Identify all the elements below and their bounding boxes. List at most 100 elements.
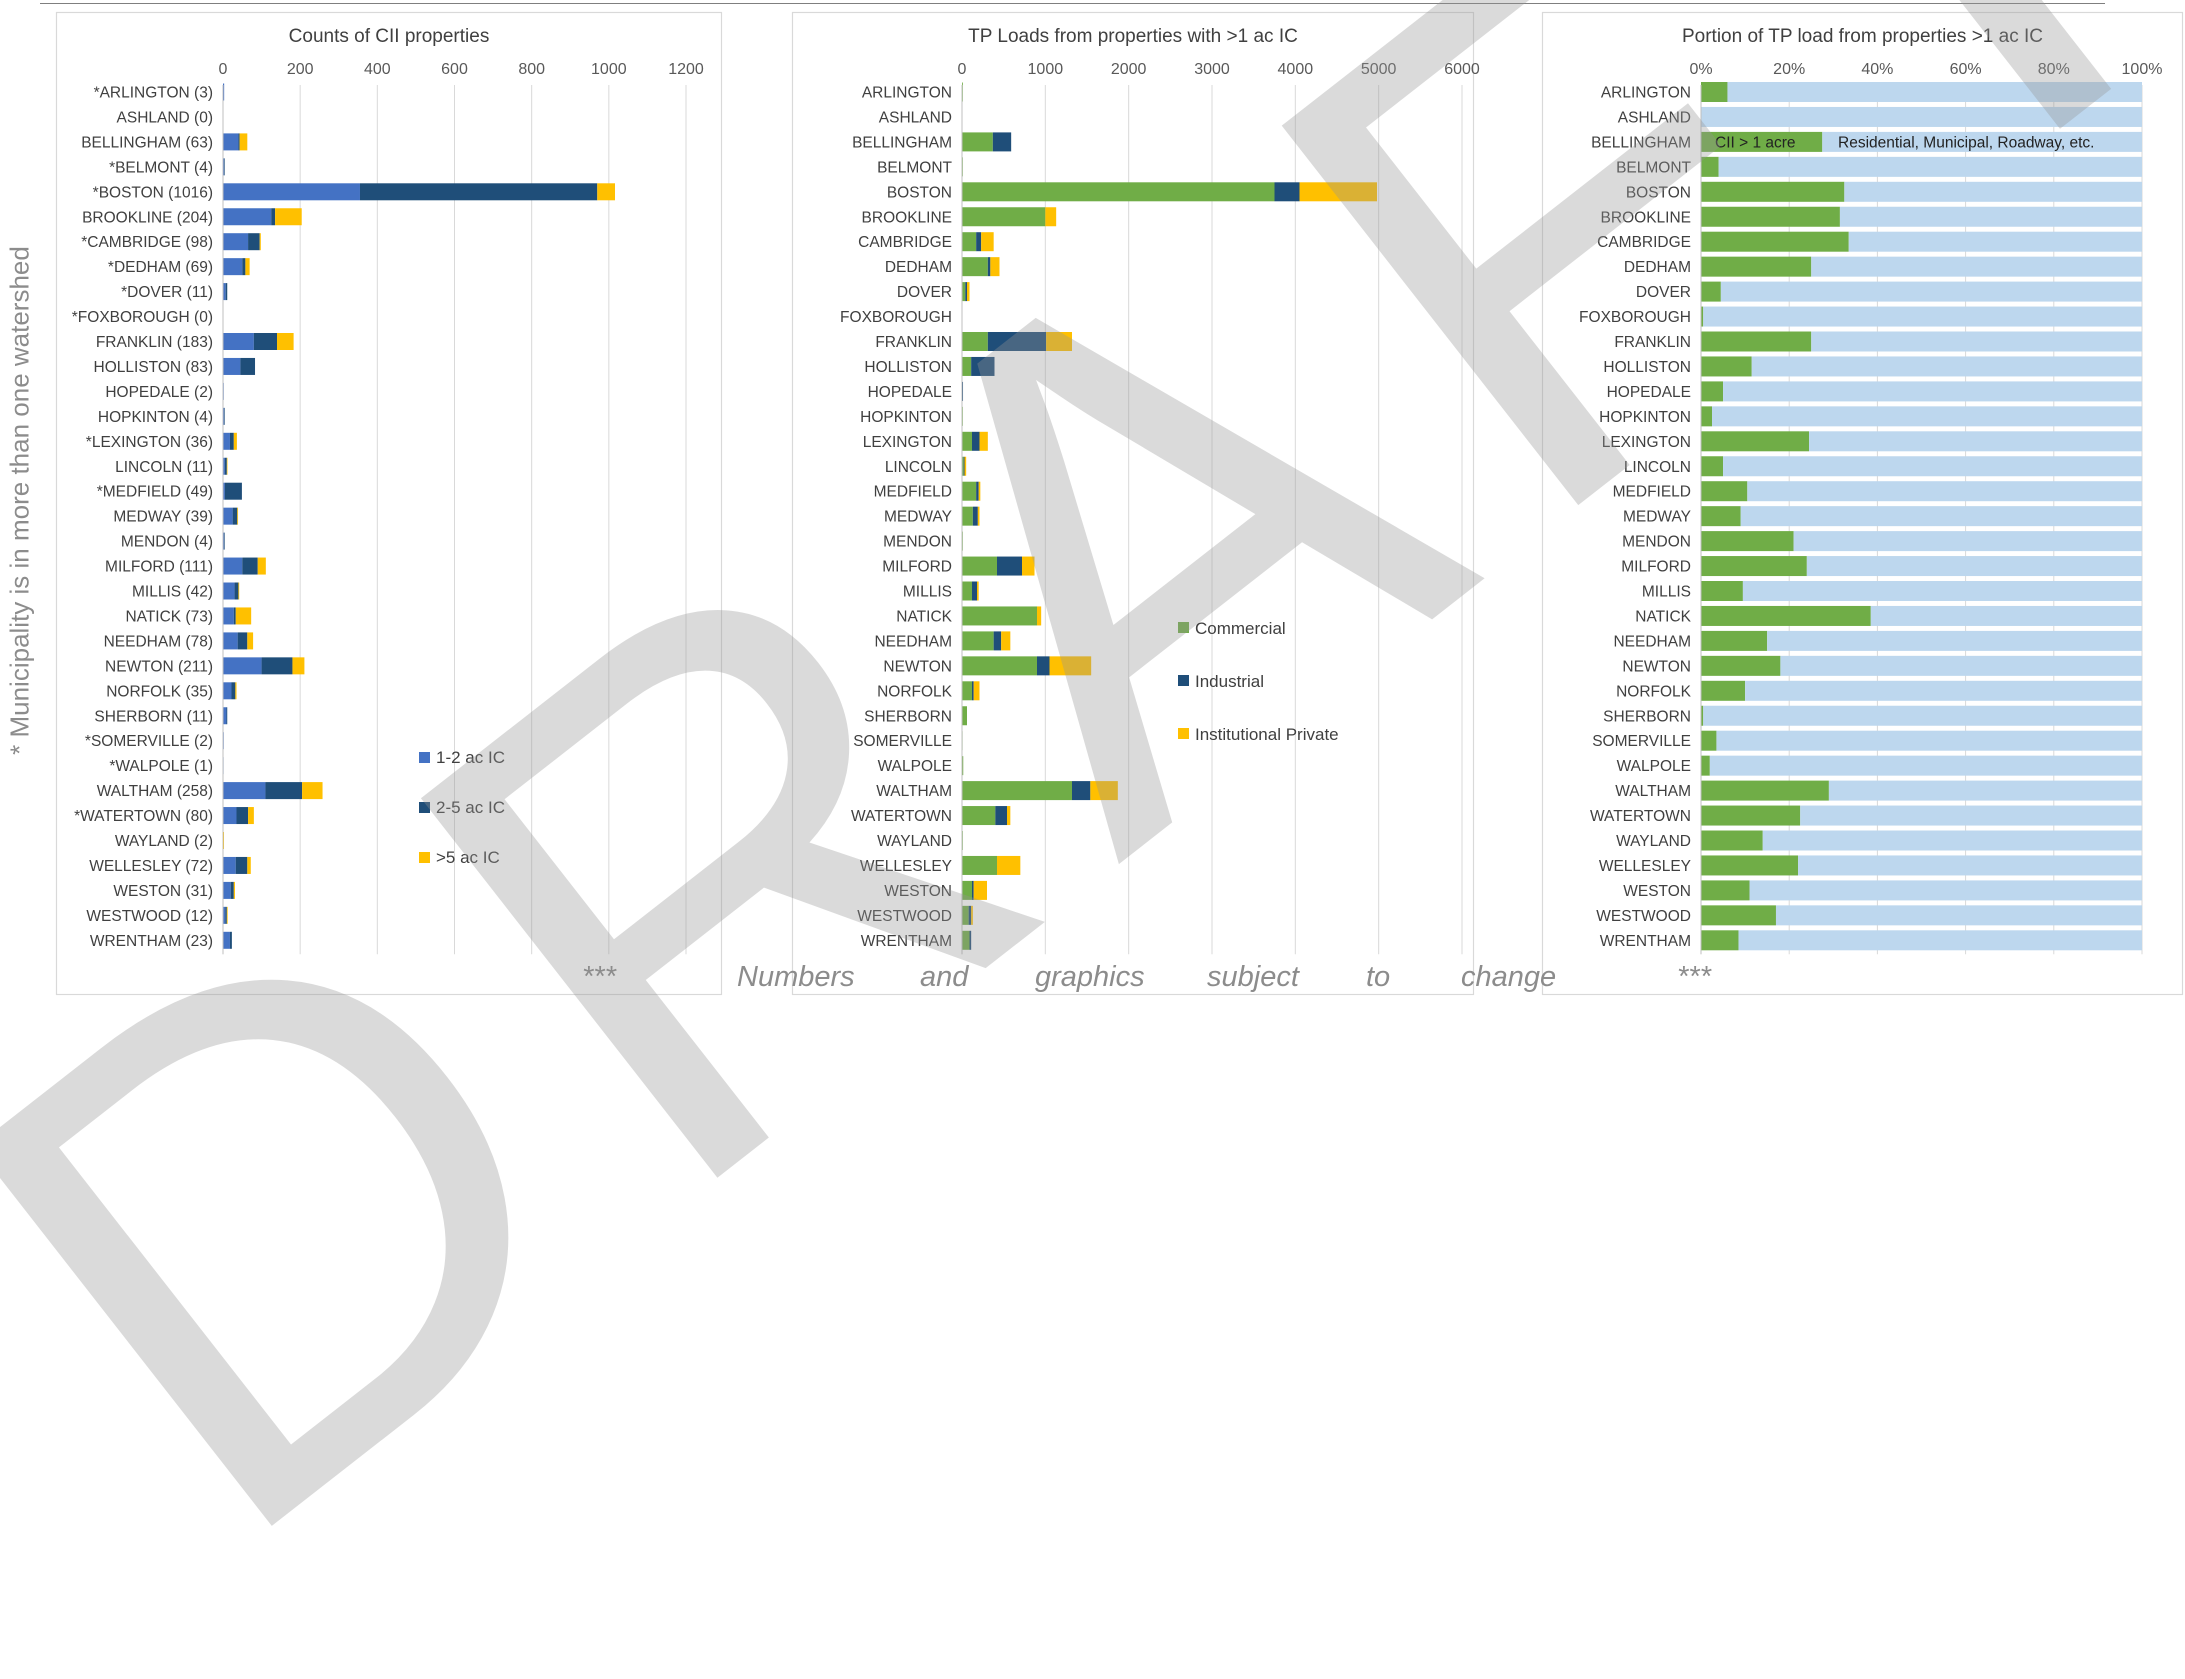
bar-segment bbox=[224, 407, 225, 425]
bar-segment bbox=[229, 931, 232, 949]
bar-segment bbox=[962, 431, 972, 451]
category-label: *SOMERVILLE (2) bbox=[85, 733, 213, 750]
bar-segment bbox=[237, 632, 248, 650]
category-label: FRANKLIN bbox=[1614, 334, 1691, 351]
category-label: *BOSTON (1016) bbox=[93, 184, 213, 201]
bar-segment bbox=[962, 905, 969, 925]
bar-segment bbox=[962, 855, 997, 875]
bar-segment bbox=[225, 283, 228, 301]
footer-word: change bbox=[1461, 961, 1557, 993]
bar-segment bbox=[1870, 605, 2142, 626]
bar-segment bbox=[972, 681, 974, 701]
legend-swatch bbox=[1178, 675, 1189, 686]
bar-segment bbox=[1701, 655, 1781, 676]
bar-segment bbox=[302, 782, 323, 800]
x-tick-label: 1000 bbox=[591, 61, 627, 78]
category-label: WAYLAND (2) bbox=[115, 833, 213, 850]
bar-segment bbox=[597, 183, 616, 201]
bar-segment bbox=[967, 282, 970, 302]
bar-segment bbox=[1844, 181, 2142, 202]
bar-segment bbox=[977, 506, 980, 526]
bar-segment bbox=[1701, 880, 1750, 901]
footer-word: subject bbox=[1207, 961, 1299, 993]
bar-segment bbox=[1720, 281, 2142, 302]
bar-segment bbox=[223, 83, 225, 101]
category-label: WALTHAM bbox=[876, 783, 952, 800]
category-label: *BELMONT (4) bbox=[109, 159, 213, 176]
bar-segment bbox=[979, 431, 988, 451]
category-label: DEDHAM bbox=[885, 259, 952, 276]
bar-segment bbox=[962, 182, 1275, 202]
bar-segment bbox=[226, 457, 228, 475]
x-tick-label: 100% bbox=[2122, 61, 2163, 78]
category-label: MILFORD (111) bbox=[105, 559, 213, 576]
bar-segment bbox=[997, 855, 1021, 875]
bar-segment bbox=[973, 880, 987, 900]
bar-segment bbox=[971, 905, 973, 925]
bar-segment bbox=[962, 556, 997, 576]
bar-segment bbox=[223, 208, 272, 226]
category-label: LINCOLN bbox=[1624, 459, 1691, 476]
bar-segment bbox=[259, 233, 261, 251]
bar-segment bbox=[963, 456, 965, 476]
bar-segment bbox=[1001, 631, 1011, 651]
category-label: SHERBORN bbox=[1603, 708, 1691, 725]
bar-segment bbox=[1701, 630, 1768, 651]
legend-swatch bbox=[419, 802, 430, 813]
category-label: BELMONT bbox=[1616, 159, 1691, 176]
bar-segment bbox=[962, 481, 977, 501]
bar-segment bbox=[226, 707, 228, 725]
bar-segment bbox=[1701, 680, 1746, 701]
category-label: ASHLAND bbox=[879, 109, 952, 126]
category-label: WATERTOWN bbox=[1590, 808, 1691, 825]
bar-segment bbox=[965, 282, 967, 302]
category-label: WALTHAM bbox=[1615, 783, 1691, 800]
legend-label: >5 ac IC bbox=[436, 848, 500, 867]
category-label: HOLLISTON bbox=[864, 359, 952, 376]
bar-segment bbox=[1045, 207, 1057, 227]
category-label: MENDON bbox=[1622, 534, 1691, 551]
category-label: ASHLAND (0) bbox=[117, 109, 213, 126]
bar-segment bbox=[1072, 781, 1091, 801]
category-label: NEEDHAM (78) bbox=[104, 633, 213, 650]
category-label: WALPOLE bbox=[878, 758, 952, 775]
category-label: NEWTON (211) bbox=[105, 658, 213, 675]
bar-segment bbox=[1712, 406, 2142, 427]
bar-segment bbox=[223, 432, 230, 450]
bar-segment bbox=[1738, 930, 2142, 951]
bar-segment bbox=[230, 881, 234, 899]
bar-segment bbox=[235, 607, 252, 625]
bar-segment bbox=[992, 132, 1012, 152]
category-label: HOLLISTON (83) bbox=[94, 359, 213, 376]
bar-segment bbox=[987, 332, 1047, 351]
category-label: *CAMBRIDGE (98) bbox=[81, 234, 213, 251]
x-tick-label: 2000 bbox=[1111, 61, 1147, 78]
bar-segment bbox=[233, 607, 236, 625]
bar-segment bbox=[223, 158, 225, 176]
category-label: NORFOLK bbox=[1616, 683, 1692, 700]
bar-segment bbox=[1745, 680, 2142, 701]
bar-segment bbox=[359, 183, 598, 201]
bar-segment bbox=[1701, 231, 1849, 252]
category-label: MILLIS bbox=[903, 584, 952, 601]
bar-segment bbox=[1701, 556, 1807, 577]
category-label: NATICK (73) bbox=[125, 608, 213, 625]
bar-segment bbox=[971, 356, 995, 376]
bar-segment bbox=[223, 856, 236, 874]
x-tick-label: 1000 bbox=[1028, 61, 1064, 78]
bar-segment bbox=[969, 930, 972, 950]
bar-segment bbox=[1828, 780, 2142, 801]
category-label: MEDWAY bbox=[1623, 509, 1691, 526]
category-label: *LEXINGTON (36) bbox=[86, 434, 213, 451]
legend-swatch bbox=[419, 752, 430, 763]
bar-segment bbox=[223, 707, 227, 725]
category-label: HOLLISTON bbox=[1603, 359, 1691, 376]
bar-segment bbox=[271, 208, 276, 226]
category-label: MILLIS bbox=[1642, 584, 1691, 601]
category-label: SOMERVILLE bbox=[853, 733, 952, 750]
bar-segment bbox=[962, 132, 993, 152]
bar-segment bbox=[972, 880, 974, 900]
category-label: DEDHAM bbox=[1624, 259, 1691, 276]
bar-segment bbox=[292, 657, 305, 675]
category-label: WESTWOOD bbox=[857, 908, 952, 925]
